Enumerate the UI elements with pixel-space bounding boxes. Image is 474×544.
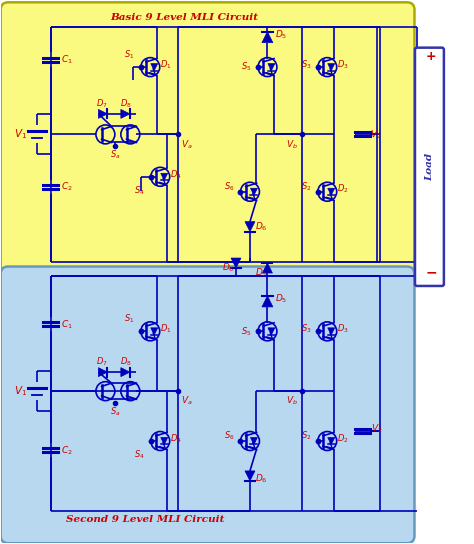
Text: $D_7$: $D_7$ bbox=[96, 98, 108, 110]
Text: $V_1$: $V_1$ bbox=[14, 384, 27, 398]
Text: $S_6$: $S_6$ bbox=[224, 430, 234, 442]
Text: Second 9 Level MLI Circuit: Second 9 Level MLI Circuit bbox=[65, 515, 224, 524]
Text: $S_4$: $S_4$ bbox=[134, 449, 145, 461]
Text: $V_b$: $V_b$ bbox=[286, 395, 298, 407]
Text: $S_3$: $S_3$ bbox=[301, 323, 311, 335]
Text: $S_1$: $S_1$ bbox=[124, 48, 135, 61]
Text: $C_2$: $C_2$ bbox=[61, 444, 73, 457]
Text: $C_1$: $C_1$ bbox=[61, 53, 73, 66]
Text: $C_1$: $C_1$ bbox=[61, 318, 73, 331]
Polygon shape bbox=[121, 368, 130, 376]
Text: $S_2$: $S_2$ bbox=[301, 181, 311, 193]
Text: Load: Load bbox=[425, 153, 434, 181]
Polygon shape bbox=[99, 109, 108, 119]
Text: $D_5$: $D_5$ bbox=[275, 293, 288, 305]
FancyBboxPatch shape bbox=[415, 48, 444, 286]
Text: $S_a$: $S_a$ bbox=[110, 405, 120, 418]
Text: $D_2$: $D_2$ bbox=[337, 183, 349, 195]
Text: $D_3$: $D_3$ bbox=[337, 58, 349, 71]
Text: $D_6$: $D_6$ bbox=[222, 262, 235, 274]
Text: $D_4$: $D_4$ bbox=[170, 168, 182, 181]
FancyBboxPatch shape bbox=[0, 267, 414, 543]
Polygon shape bbox=[250, 188, 257, 195]
Text: +: + bbox=[426, 50, 436, 63]
Polygon shape bbox=[250, 437, 257, 444]
Polygon shape bbox=[328, 188, 335, 195]
Polygon shape bbox=[245, 471, 255, 481]
Text: $S_5$: $S_5$ bbox=[241, 325, 252, 338]
Text: $D_4$: $D_4$ bbox=[170, 432, 182, 445]
Text: $D_3$: $D_3$ bbox=[337, 323, 349, 335]
Text: $S_4$: $S_4$ bbox=[134, 184, 145, 197]
Text: $C_2$: $C_2$ bbox=[61, 181, 73, 194]
Polygon shape bbox=[263, 263, 273, 273]
Polygon shape bbox=[328, 64, 335, 71]
Text: $V_2$: $V_2$ bbox=[371, 422, 383, 435]
Text: $V_a$: $V_a$ bbox=[181, 138, 192, 151]
Polygon shape bbox=[151, 328, 158, 335]
Text: $V_1$: $V_1$ bbox=[14, 127, 27, 141]
Polygon shape bbox=[328, 437, 335, 444]
Polygon shape bbox=[161, 174, 168, 180]
Text: $D_8$: $D_8$ bbox=[120, 98, 132, 110]
Text: −: − bbox=[425, 265, 437, 280]
Text: $S_3$: $S_3$ bbox=[301, 58, 311, 71]
Text: $D_2$: $D_2$ bbox=[337, 432, 349, 445]
Polygon shape bbox=[231, 258, 241, 268]
Text: Basic 9 Level MLI Circuit: Basic 9 Level MLI Circuit bbox=[110, 13, 258, 22]
Polygon shape bbox=[161, 437, 168, 444]
Polygon shape bbox=[328, 328, 335, 335]
Text: $S_6$: $S_6$ bbox=[224, 181, 234, 193]
Polygon shape bbox=[268, 64, 275, 71]
Polygon shape bbox=[245, 221, 255, 232]
Text: $D_6$: $D_6$ bbox=[255, 220, 267, 233]
Text: $D_8$: $D_8$ bbox=[120, 356, 132, 368]
Polygon shape bbox=[151, 64, 158, 71]
Polygon shape bbox=[121, 109, 130, 119]
Text: $V_a$: $V_a$ bbox=[181, 395, 192, 407]
Polygon shape bbox=[262, 32, 273, 42]
Polygon shape bbox=[99, 368, 108, 376]
Text: $D_5$: $D_5$ bbox=[255, 267, 267, 279]
Text: $V_2$: $V_2$ bbox=[370, 128, 382, 141]
Text: $D_1$: $D_1$ bbox=[160, 58, 172, 71]
Text: $D_7$: $D_7$ bbox=[96, 356, 108, 368]
Text: $D_1$: $D_1$ bbox=[160, 323, 172, 335]
Text: $V_b$: $V_b$ bbox=[286, 138, 298, 151]
Polygon shape bbox=[268, 328, 275, 335]
Polygon shape bbox=[262, 296, 273, 307]
Text: $S_a$: $S_a$ bbox=[110, 149, 120, 161]
Text: $S_5$: $S_5$ bbox=[241, 61, 252, 73]
Text: $S_2$: $S_2$ bbox=[301, 430, 311, 442]
Text: $D_6$: $D_6$ bbox=[255, 472, 267, 485]
Text: $S_1$: $S_1$ bbox=[124, 313, 135, 325]
Text: $D_5$: $D_5$ bbox=[275, 28, 288, 41]
FancyBboxPatch shape bbox=[0, 2, 414, 279]
